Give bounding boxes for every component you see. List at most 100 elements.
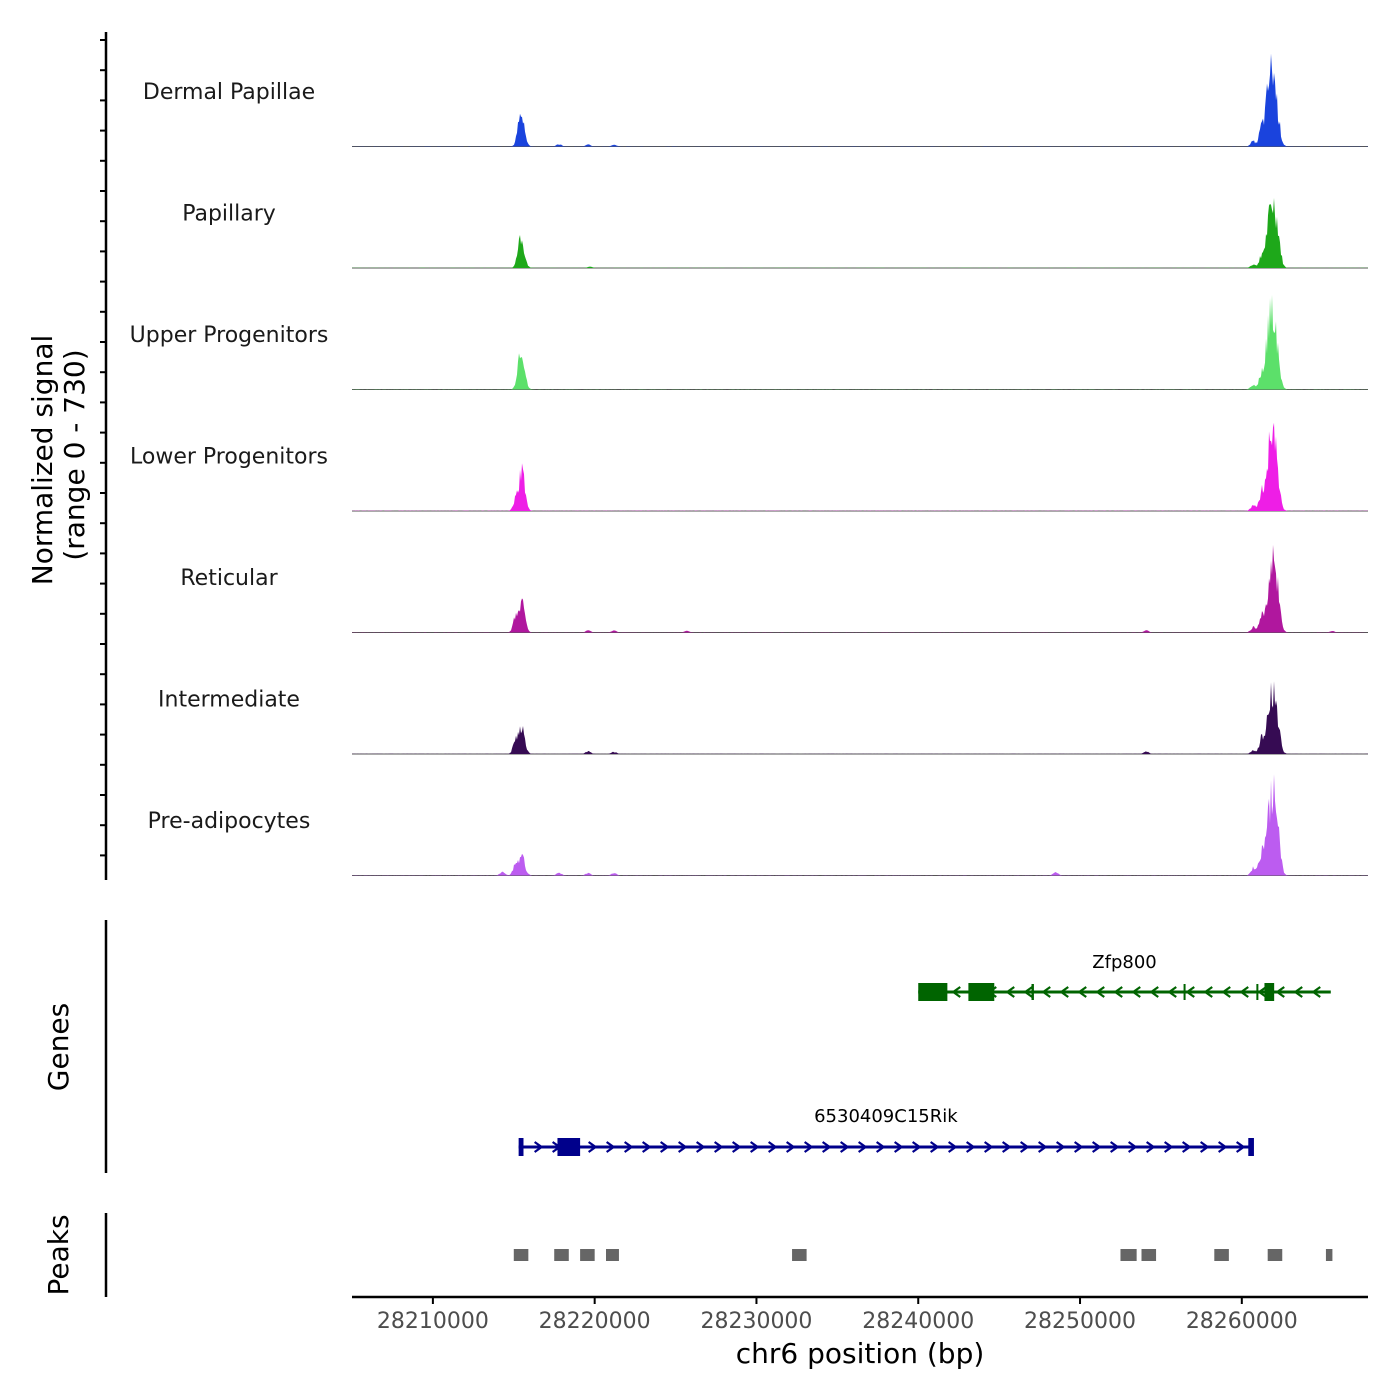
y-axis-title: Normalized signal xyxy=(26,335,59,586)
gene-exon xyxy=(1248,1138,1254,1156)
strand-chevron xyxy=(1092,1141,1102,1153)
coverage-area xyxy=(352,774,1368,876)
strand-chevron xyxy=(641,1141,652,1153)
strand-chevron xyxy=(731,1141,742,1153)
strand-chevron xyxy=(1059,986,1069,998)
strand-chevron xyxy=(1218,1141,1228,1153)
strand-chevron xyxy=(947,1141,958,1153)
strand-chevron xyxy=(1275,986,1285,998)
strand-chevron xyxy=(911,1141,922,1153)
strand-chevron xyxy=(1311,986,1321,998)
y-axis-range-label: (range 0 - 730) xyxy=(58,349,91,560)
track-label: Reticular xyxy=(180,566,278,591)
strand-chevron xyxy=(1095,986,1105,998)
strand-chevron xyxy=(623,1141,634,1153)
strand-chevron xyxy=(1146,1141,1156,1153)
strand-chevron xyxy=(1041,986,1051,998)
strand-chevron xyxy=(1131,986,1141,998)
x-tick-label: 28250000 xyxy=(1024,1309,1136,1334)
gene-exon xyxy=(1256,984,1259,1000)
strand-chevron xyxy=(1185,986,1195,998)
gene-exon xyxy=(557,1138,581,1156)
track-label: Intermediate xyxy=(158,688,300,713)
strand-chevron xyxy=(587,1141,598,1153)
strand-chevron xyxy=(1236,1141,1246,1153)
strand-chevron xyxy=(1005,986,1015,998)
x-tick-label: 28260000 xyxy=(1186,1309,1298,1334)
coverage-area xyxy=(352,198,1368,268)
peak-region xyxy=(513,1249,529,1261)
strand-chevron xyxy=(695,1141,706,1153)
strand-chevron xyxy=(821,1141,832,1153)
peak-region xyxy=(1267,1249,1283,1261)
peak-region xyxy=(1141,1249,1157,1261)
strand-chevron xyxy=(965,1141,976,1153)
gene-track: Zfp800 6530409C15Rik xyxy=(104,920,1331,1173)
gene-exon xyxy=(1264,983,1275,1001)
gene-exon xyxy=(918,983,948,1001)
gene-name-label: Zfp800 xyxy=(1092,952,1156,973)
strand-chevron xyxy=(1038,1141,1048,1153)
peak-region xyxy=(1325,1249,1333,1261)
strand-chevron xyxy=(1056,1141,1066,1153)
strand-chevron xyxy=(713,1141,724,1153)
gene-name-label: 6530409C15Rik xyxy=(814,1106,958,1127)
gene-exon xyxy=(968,983,995,1001)
track-label: Upper Progenitors xyxy=(130,323,329,348)
strand-chevron xyxy=(1167,986,1177,998)
coverage-area xyxy=(352,422,1368,511)
x-axis: 28210000 28220000 28230000 28240000 28250000… xyxy=(352,1295,1368,1334)
track-label: Pre-adipocytes xyxy=(148,809,311,834)
strand-chevron xyxy=(929,1141,940,1153)
strand-chevron xyxy=(785,1141,796,1153)
coverage-tracks: Dermal Papillae Papillary Upper Progenitor… xyxy=(100,32,1368,880)
strand-chevron xyxy=(1182,1141,1192,1153)
strand-chevron xyxy=(803,1141,814,1153)
strand-chevron xyxy=(1164,1141,1174,1153)
strand-chevron xyxy=(1074,1141,1084,1153)
strand-chevron xyxy=(857,1141,868,1153)
strand-chevron xyxy=(839,1141,850,1153)
strand-chevron xyxy=(659,1141,670,1153)
gene-exon xyxy=(518,1138,524,1156)
strand-chevron xyxy=(1200,1141,1210,1153)
coverage-area xyxy=(352,53,1368,147)
peak-region xyxy=(580,1249,595,1261)
x-tick-label: 28220000 xyxy=(539,1309,651,1334)
gene-exon xyxy=(1183,984,1186,1000)
strand-chevron xyxy=(1110,1141,1120,1153)
x-tick-label: 28240000 xyxy=(862,1309,974,1334)
peak-region xyxy=(1214,1249,1229,1261)
track-label: Papillary xyxy=(182,202,276,227)
strand-chevron xyxy=(951,986,961,998)
strand-chevron xyxy=(1239,986,1249,998)
strand-chevron xyxy=(1002,1141,1012,1153)
strand-chevron xyxy=(1293,986,1303,998)
strand-chevron xyxy=(983,1141,994,1153)
track-label: Dermal Papillae xyxy=(143,80,315,105)
coverage-area xyxy=(352,294,1368,390)
strand-chevron xyxy=(1020,1141,1030,1153)
coverage-area xyxy=(352,681,1368,754)
peak-region xyxy=(1120,1249,1137,1261)
x-tick-label: 28230000 xyxy=(700,1309,812,1334)
strand-chevron xyxy=(1113,986,1123,998)
x-tick-label: 28210000 xyxy=(377,1309,489,1334)
peak-track xyxy=(104,1213,1333,1297)
strand-chevron xyxy=(1221,986,1231,998)
strand-chevron xyxy=(533,1141,544,1153)
strand-chevron xyxy=(1077,986,1087,998)
peak-region xyxy=(792,1249,807,1261)
strand-chevron xyxy=(1023,986,1033,998)
strand-chevron xyxy=(893,1141,904,1153)
strand-chevron xyxy=(1257,986,1267,998)
x-axis-title: chr6 position (bp) xyxy=(736,1337,985,1370)
strand-chevron xyxy=(875,1141,886,1153)
strand-chevron xyxy=(1149,986,1159,998)
strand-chevron xyxy=(677,1141,688,1153)
gene-exon xyxy=(1031,984,1034,1000)
track-label: Lower Progenitors xyxy=(130,445,328,470)
strand-chevron xyxy=(1203,986,1213,998)
peak-region xyxy=(554,1249,569,1261)
